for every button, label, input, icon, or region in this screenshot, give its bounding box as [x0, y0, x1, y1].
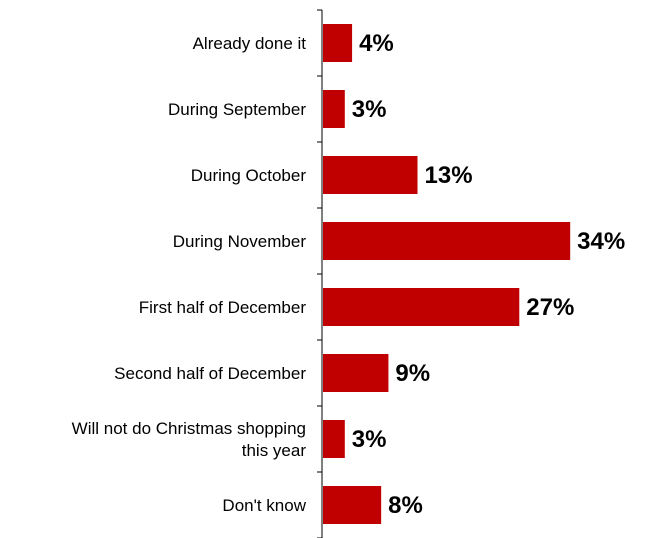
value-label: 8%	[388, 492, 423, 519]
value-label: 9%	[395, 360, 430, 387]
bar	[323, 420, 345, 458]
value-labels: 4% 3% 13% 34% 27% 9% 3% 8%	[352, 30, 625, 519]
category-label: During October	[191, 166, 307, 185]
category-label: Don't know	[222, 496, 306, 515]
bar	[323, 156, 418, 194]
bar	[323, 222, 571, 260]
bars-group	[323, 24, 571, 524]
category-label: During September	[168, 100, 306, 119]
bar	[323, 90, 345, 128]
bar	[323, 354, 389, 392]
bar	[323, 24, 353, 62]
value-label: 4%	[359, 30, 394, 57]
category-labels: Already done it During September During Oc…	[72, 34, 307, 515]
value-label: 34%	[577, 228, 625, 255]
bar	[323, 486, 382, 524]
value-label: 13%	[425, 162, 473, 189]
value-label: 3%	[352, 96, 387, 123]
category-label: During November	[173, 232, 307, 251]
category-label: Already done it	[193, 34, 307, 53]
value-label: 3%	[352, 426, 387, 453]
bar	[323, 288, 520, 326]
category-label: Will not do Christmas shopping this year	[72, 419, 307, 460]
category-axis	[317, 9, 323, 538]
category-label: First half of December	[139, 298, 307, 317]
category-label: Second half of December	[114, 364, 306, 383]
value-label: 27%	[526, 294, 574, 321]
